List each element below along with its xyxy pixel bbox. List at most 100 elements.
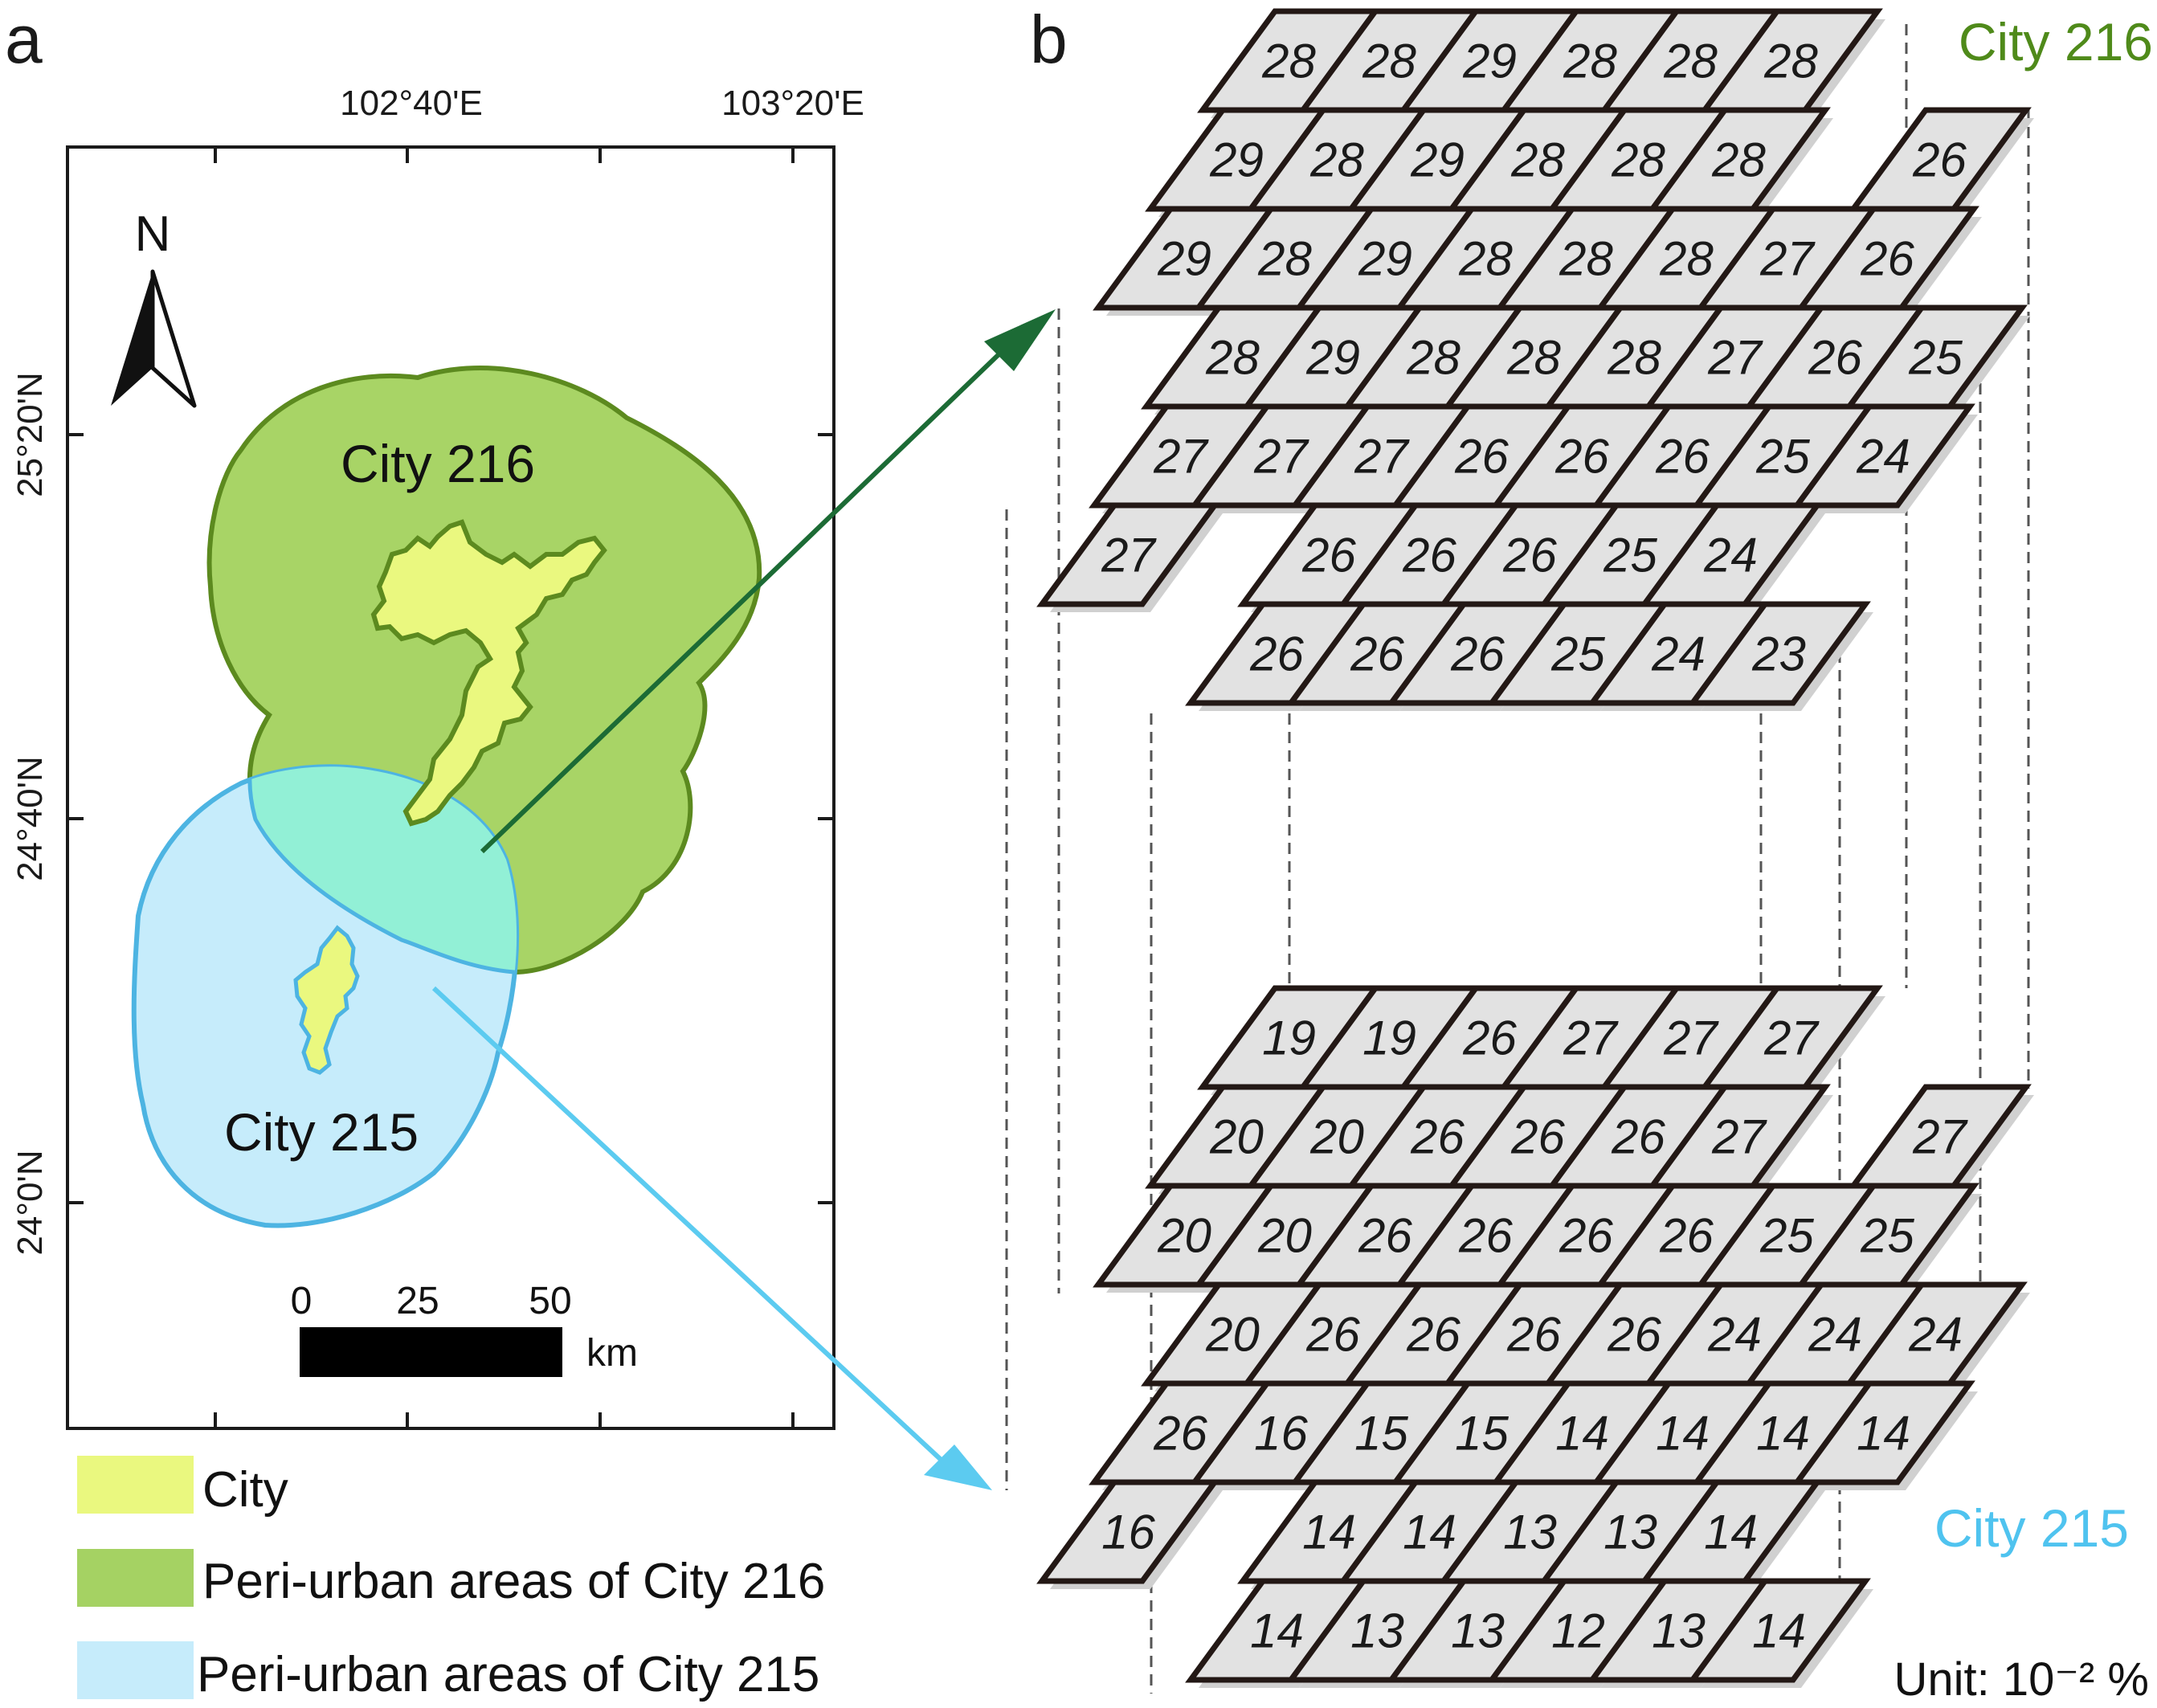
grid-cell-value: 26	[1502, 529, 1557, 582]
grid-cell-value: 14	[1704, 1506, 1758, 1559]
grid-cell-value: 28	[1257, 232, 1312, 286]
grid-cell-value: 27	[1912, 1110, 1968, 1164]
north-label: N	[135, 206, 171, 262]
grid-cell-value: 24	[1707, 1308, 1762, 1362]
arrow-to-city216	[480, 309, 1056, 854]
legend-label: Peri-urban areas of City 215	[197, 1647, 819, 1702]
grid-cell-value: 28	[1563, 35, 1617, 88]
grid-cell-value: 26	[1301, 529, 1356, 582]
grid-cell-value: 29	[1157, 232, 1211, 286]
grid-cell-value: 14	[1403, 1506, 1456, 1559]
north-arrow-icon	[111, 269, 197, 408]
grid-cell-value: 28	[1763, 35, 1818, 88]
grid-cell-value: 28	[1205, 331, 1260, 385]
grid-cell-value: 27	[1253, 430, 1309, 484]
grid-cell-value: 26	[1559, 1209, 1613, 1263]
legend-swatch	[77, 1549, 194, 1607]
overlap-area	[207, 766, 517, 975]
grid-cell-value: 12	[1551, 1604, 1605, 1658]
grid-cell-value: 26	[1808, 331, 1862, 385]
grid-cell-value: 15	[1354, 1407, 1408, 1461]
grid-cell-value: 25	[1603, 529, 1657, 582]
grid-cell-value: 26	[1462, 1011, 1517, 1065]
grid-cell-value: 25	[1908, 331, 1963, 385]
grid-cell-value: 26	[1153, 1407, 1207, 1461]
grid-cell-value: 27	[1711, 1110, 1767, 1164]
grid-cell-value: 28	[1506, 331, 1561, 385]
grid-cell-value: 14	[1756, 1407, 1810, 1461]
scale-label: 0	[291, 1280, 313, 1322]
grid-cell-value: 26	[1402, 529, 1456, 582]
grid-cell-value: 14	[1555, 1407, 1609, 1461]
lon-tick-label: 103°20'E	[721, 84, 864, 123]
grid-cell-value: 20	[1205, 1308, 1260, 1362]
panel-a-letter: a	[5, 2, 43, 77]
grid-cell-value: 14	[1656, 1407, 1710, 1461]
lat-tick-label: 24°40'N	[10, 756, 50, 881]
grid-cell-value: 28	[1711, 133, 1766, 187]
city216-map-label: City 216	[341, 434, 535, 493]
city215-map-label: City 215	[224, 1102, 419, 1162]
scale-unit: km	[586, 1332, 638, 1375]
grid-cell-value: 14	[1857, 1407, 1910, 1461]
grid-cell	[1036, 1479, 1220, 1584]
grid-cell-value: 29	[1410, 133, 1465, 187]
legend-swatch	[77, 1641, 194, 1699]
grid-cell-value: 29	[1358, 232, 1412, 286]
grid-cell-value: 15	[1455, 1407, 1509, 1461]
grid-cell-value: 25	[1755, 430, 1810, 484]
grid-cell-value: 24	[1908, 1308, 1963, 1362]
grid-city215: 19 19 26 27 27 27 20 20 26 26 26 27 27 20 20 26 26 26 26 25…	[1036, 985, 2034, 1688]
grid-cell	[1036, 502, 1220, 607]
grid-cell-value: 26	[1249, 627, 1304, 681]
scale-label: 25	[396, 1280, 439, 1322]
grid-cell-value: 28	[1309, 133, 1364, 187]
grid-cell-value: 13	[1451, 1604, 1505, 1658]
grid-cell-value: 13	[1503, 1506, 1557, 1559]
grid-cell	[1687, 1578, 1871, 1683]
legend-label: Peri-urban areas of City 216	[202, 1554, 825, 1609]
grid-cell-value: 26	[1305, 1308, 1360, 1362]
grid-cell-value: 26	[1506, 1308, 1561, 1362]
legend-label: City	[202, 1462, 288, 1518]
grid-cell-value: 27	[1354, 430, 1410, 484]
grid-cell-value: 28	[1607, 331, 1661, 385]
grid-cell-value: 19	[1362, 1011, 1416, 1065]
grid-cell-value: 28	[1458, 232, 1513, 286]
scale-label: 50	[529, 1280, 571, 1322]
grid-cell-value: 25	[1759, 1209, 1814, 1263]
grid-cell-value: 26	[1659, 1209, 1714, 1263]
grid-cell-value: 13	[1350, 1604, 1404, 1658]
grid-cell-value: 29	[1305, 331, 1360, 385]
grid-cell-value: 26	[1458, 1209, 1513, 1263]
legend-swatch	[77, 1456, 194, 1514]
grid-cell-value: 27	[1563, 1011, 1619, 1065]
grid-cell-value: 27	[1663, 1011, 1719, 1065]
grid-cell-value: 28	[1406, 331, 1460, 385]
grid-cell-value: 26	[1607, 1308, 1661, 1362]
grid-cell-value: 27	[1153, 430, 1209, 484]
city216-grid-title: City 216	[1959, 12, 2153, 72]
grid-cell-value: 29	[1209, 133, 1264, 187]
grid-cell-value: 26	[1454, 430, 1509, 484]
grid-cell-value: 29	[1462, 35, 1517, 88]
grid-cell-value: 24	[1703, 529, 1758, 582]
grid-cell-value: 14	[1752, 1604, 1806, 1658]
grid-cell-value: 26	[1554, 430, 1609, 484]
lat-tick-label: 24°0'N	[10, 1150, 50, 1255]
grid-cell-value: 26	[1655, 430, 1710, 484]
city215-grid-title: City 215	[1934, 1498, 2129, 1558]
arrow-to-city215	[431, 986, 992, 1490]
grid-cell-value: 28	[1559, 232, 1613, 286]
grid-cell-value: 24	[1651, 627, 1706, 681]
grid-cell-value: 14	[1302, 1506, 1356, 1559]
grid-cell-value: 27	[1763, 1011, 1820, 1065]
grid-cell-value: 20	[1157, 1209, 1211, 1263]
grid-cell-value: 26	[1860, 232, 1914, 286]
grid-cell-value: 20	[1257, 1209, 1312, 1263]
grid-cell-value: 28	[1261, 35, 1316, 88]
grid-cell-value: 26	[1350, 627, 1404, 681]
grid-cell-value: 23	[1751, 627, 1806, 681]
scale-bar: 0 25 50 km	[291, 1280, 638, 1377]
lat-tick-label: 25°20'N	[10, 372, 50, 497]
